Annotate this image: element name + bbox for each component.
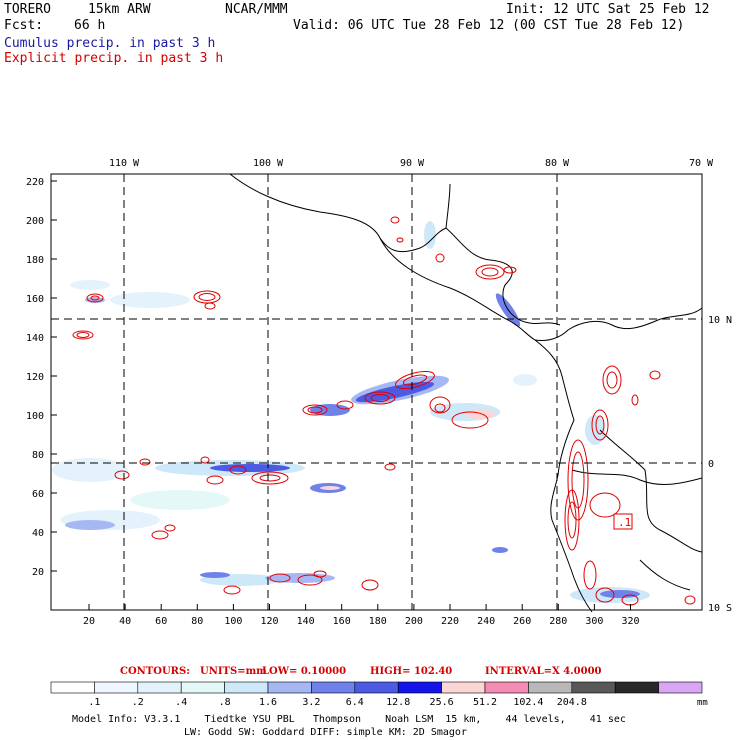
contours-interval: INTERVAL=X 4.0000 bbox=[485, 666, 602, 677]
colorbar-label: .4 bbox=[175, 697, 187, 708]
annotation-label: .1 bbox=[618, 516, 631, 529]
colorbar-label: 3.2 bbox=[302, 697, 320, 708]
x-tick-label: 20 bbox=[83, 616, 95, 627]
lat-label-0: 0 bbox=[708, 459, 714, 470]
x-tick-label: 180 bbox=[369, 616, 387, 627]
y-tick-label: 200 bbox=[26, 216, 44, 227]
contours-units: UNITS=mm bbox=[200, 666, 267, 677]
colorbar-swatch bbox=[484, 681, 529, 694]
y-tick-label: 80 bbox=[32, 450, 44, 461]
colorbar-label: 1.6 bbox=[259, 697, 277, 708]
cumulus-precip-shading bbox=[52, 221, 650, 603]
forecast-hours: 66 h bbox=[74, 18, 106, 33]
x-tick-label: 260 bbox=[513, 616, 531, 627]
colorbar-swatch bbox=[614, 681, 659, 694]
annotation-box bbox=[613, 513, 633, 530]
y-tick-label: 180 bbox=[26, 255, 44, 266]
y-tick-label: 20 bbox=[32, 567, 44, 578]
x-tick-label: 60 bbox=[155, 616, 167, 627]
colorbar-label: .1 bbox=[88, 697, 100, 708]
x-tick-label: 80 bbox=[191, 616, 203, 627]
colorbar-label: 25.6 bbox=[430, 697, 454, 708]
contours-high: HIGH= 102.40 bbox=[370, 666, 452, 677]
colorbar-unit: mm bbox=[697, 698, 708, 708]
colorbar-swatch bbox=[137, 681, 182, 694]
colorbar-label: 6.4 bbox=[346, 697, 364, 708]
colorbar-swatch bbox=[180, 681, 225, 694]
x-tick-label: 120 bbox=[260, 616, 278, 627]
y-tick-label: 160 bbox=[26, 294, 44, 305]
coastlines bbox=[229, 173, 703, 613]
y-tick-label: 40 bbox=[32, 528, 44, 539]
x-tick-label: 220 bbox=[441, 616, 459, 627]
colorbar-swatch bbox=[94, 681, 139, 694]
lat-label-10n: 10 N bbox=[708, 315, 732, 326]
colorbar-label: .8 bbox=[219, 697, 231, 708]
colorbar-swatch bbox=[224, 681, 269, 694]
init-time: Init: 12 UTC Sat 25 Feb 12 bbox=[506, 2, 710, 17]
model-resolution: 15km ARW bbox=[88, 2, 151, 17]
x-tick-label: 160 bbox=[333, 616, 351, 627]
explicit-precip-contours bbox=[72, 216, 696, 606]
field-cumulus: Cumulus precip. in past 3 h bbox=[4, 36, 216, 51]
contours-label: CONTOURS: bbox=[120, 666, 190, 677]
colorbar-swatch bbox=[441, 681, 486, 694]
contours-low: LOW= 0.10000 bbox=[262, 666, 346, 677]
colorbar-swatch bbox=[397, 681, 442, 694]
colorbar-swatch bbox=[311, 681, 356, 694]
colorbar-label: 12.8 bbox=[386, 697, 410, 708]
colorbar bbox=[50, 681, 703, 694]
colorbar-labels: .1 .2 .4 .8 1.6 3.2 6.4 12.8 25.6 51.2 102.4 204.8 bbox=[88, 697, 586, 708]
y-tick-label: 140 bbox=[26, 333, 44, 344]
lon-label-70w: 70 W bbox=[689, 158, 714, 169]
colorbar-swatch bbox=[50, 681, 95, 694]
x-tick-label: 240 bbox=[477, 616, 495, 627]
x-axis-ticks: 20 40 60 80 100 120 140 160 180 200 220 240 260 280 30… bbox=[83, 604, 640, 627]
valid-time: Valid: 06 UTC Tue 28 Feb 12 (00 CST Tue … bbox=[293, 18, 685, 33]
colorbar-swatch bbox=[267, 681, 312, 694]
lon-label-110w: 110 W bbox=[109, 158, 140, 169]
x-tick-label: 300 bbox=[585, 616, 603, 627]
model-name: TORERO bbox=[4, 2, 51, 17]
map-frame bbox=[50, 173, 703, 611]
x-tick-label: 200 bbox=[405, 616, 423, 627]
colorbar-swatch bbox=[571, 681, 616, 694]
footer-model-info: Model Info: V3.3.1 Tiedtke YSU PBL Thomp… bbox=[72, 714, 626, 725]
colorbar-swatch bbox=[658, 681, 703, 694]
y-tick-label: 220 bbox=[26, 177, 44, 188]
footer-physics: LW: Godd SW: Goddard DIFF: simple KM: 2D… bbox=[184, 727, 467, 738]
lat-lon-grid bbox=[51, 174, 702, 610]
y-tick-label: 60 bbox=[32, 489, 44, 500]
forecast-label: Fcst: bbox=[4, 18, 44, 33]
y-tick-label: 120 bbox=[26, 372, 44, 383]
x-tick-label: 280 bbox=[549, 616, 567, 627]
colorbar-swatch bbox=[354, 681, 399, 694]
colorbar-label: .2 bbox=[132, 697, 144, 708]
x-tick-label: 140 bbox=[297, 616, 315, 627]
field-explicit: Explicit precip. in past 3 h bbox=[4, 51, 224, 66]
lon-label-80w: 80 W bbox=[545, 158, 570, 169]
colorbar-label: 51.2 bbox=[473, 697, 497, 708]
y-tick-label: 100 bbox=[26, 411, 44, 422]
organization: NCAR/MMM bbox=[225, 2, 288, 17]
colorbar-label: 102.4 bbox=[513, 697, 543, 708]
lon-label-90w: 90 W bbox=[400, 158, 425, 169]
x-tick-label: 320 bbox=[621, 616, 639, 627]
y-axis-ticks: 220 200 180 160 140 120 100 80 60 40 20 bbox=[26, 177, 57, 578]
lat-label-10s: 10 S bbox=[708, 603, 732, 614]
x-tick-label: 100 bbox=[224, 616, 242, 627]
x-tick-label: 40 bbox=[119, 616, 131, 627]
lon-label-100w: 100 W bbox=[253, 158, 284, 169]
colorbar-swatch bbox=[528, 681, 573, 694]
colorbar-label: 204.8 bbox=[557, 697, 587, 708]
